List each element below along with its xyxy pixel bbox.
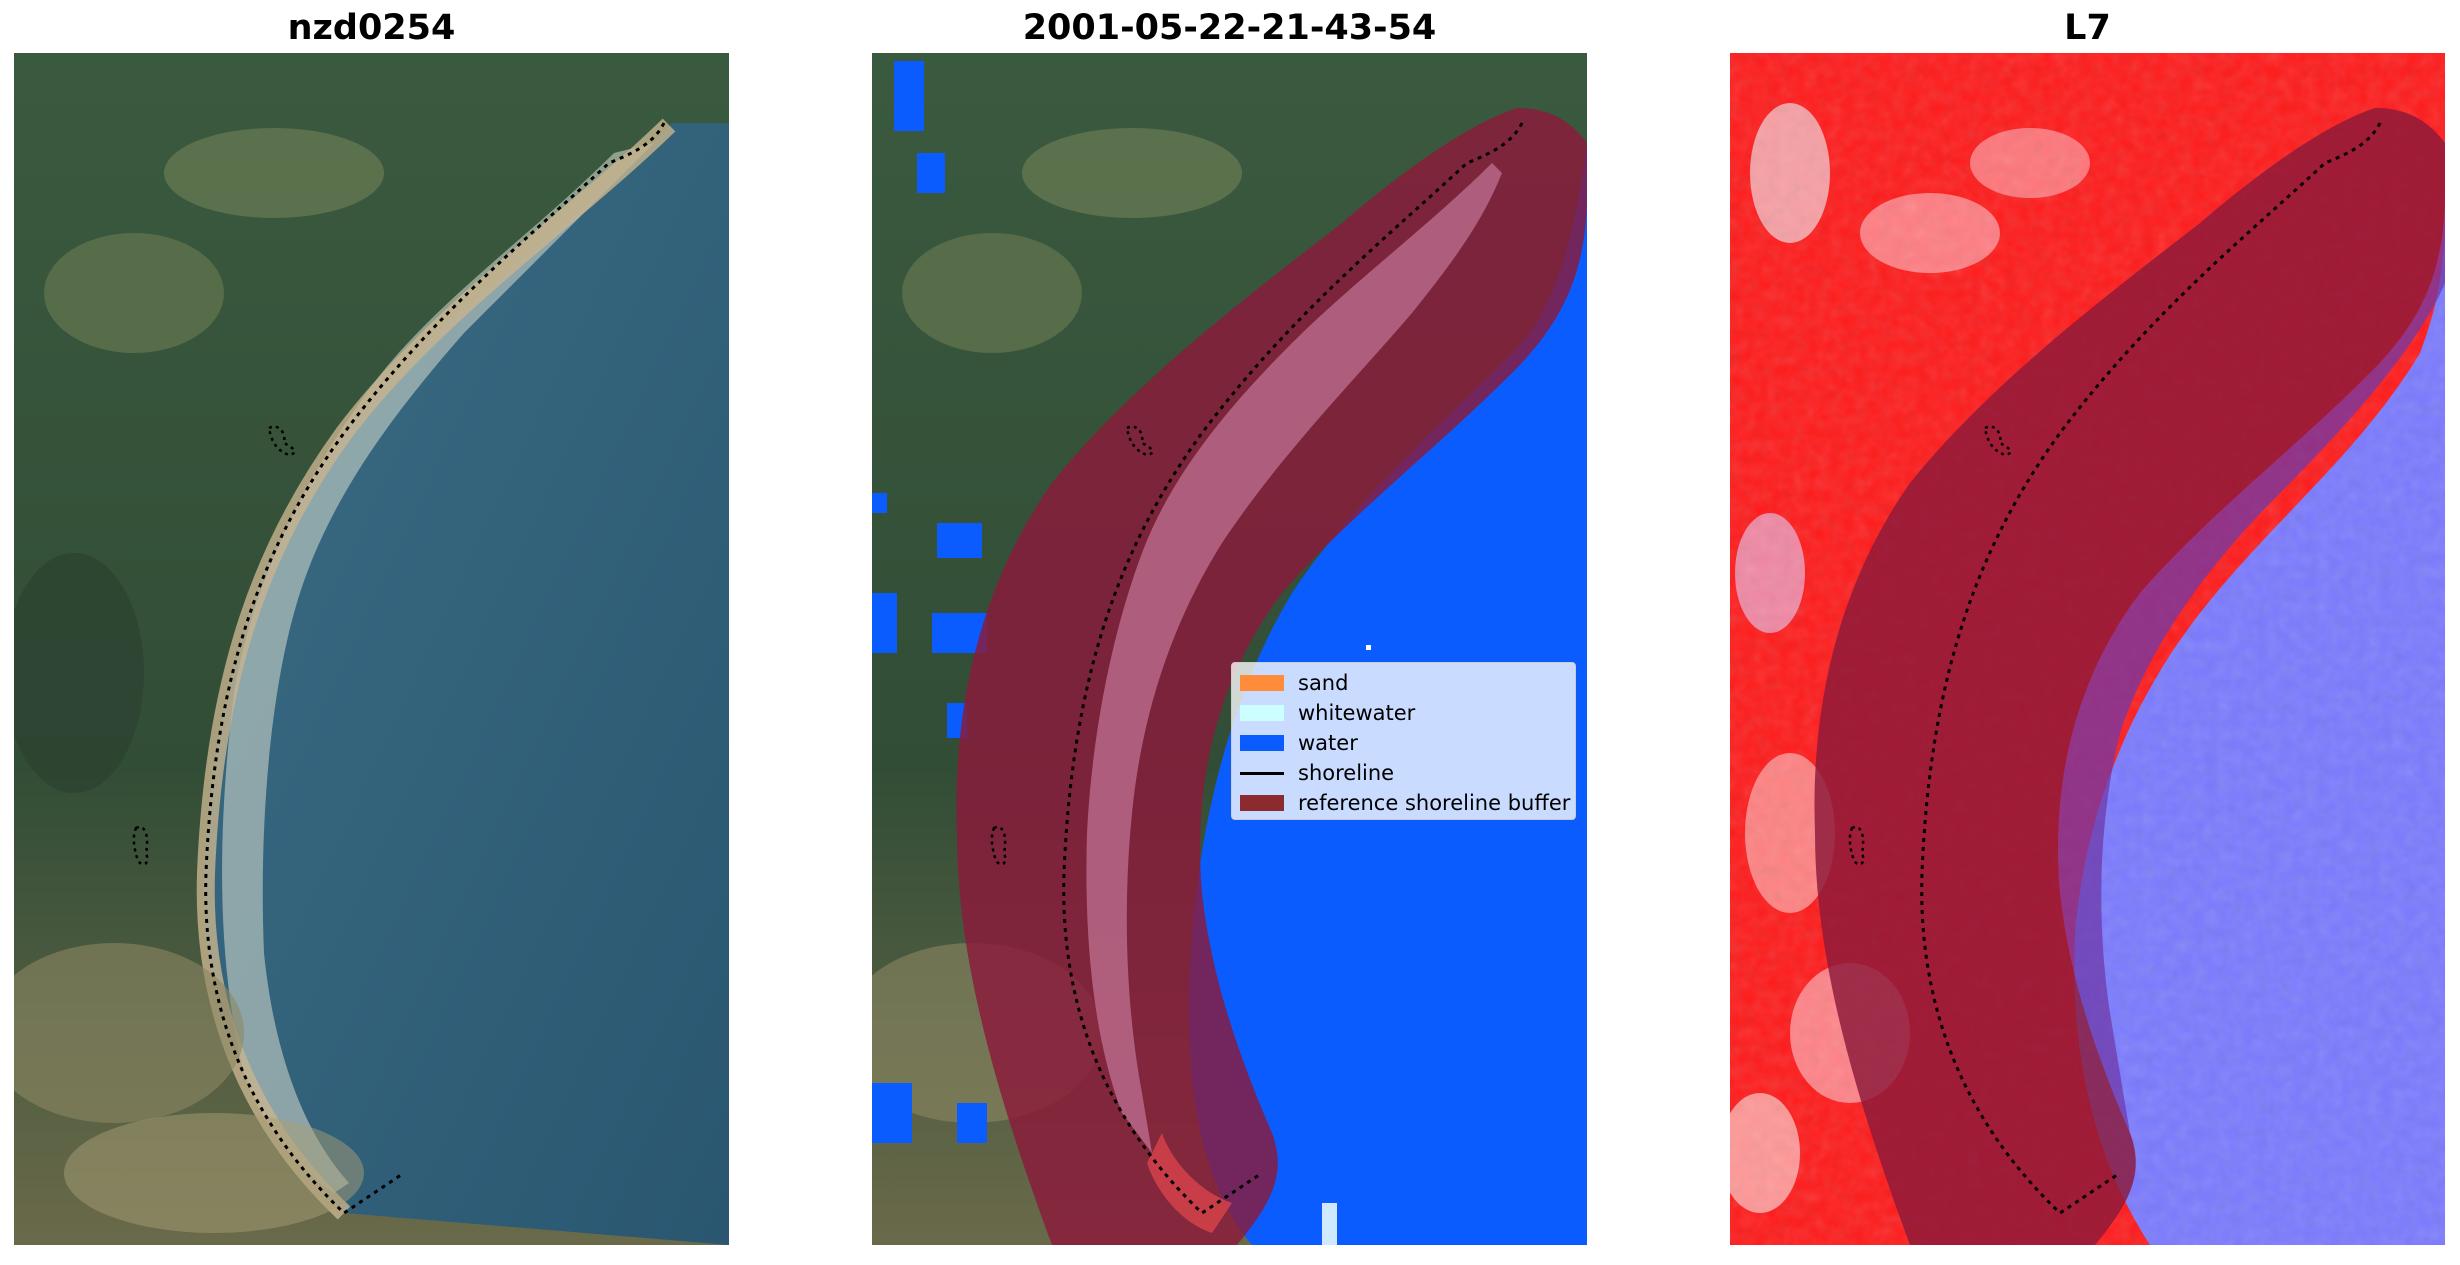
- rgb-image: [14, 53, 729, 1245]
- legend-item-whitewater: whitewater: [1240, 698, 1567, 728]
- reference-shoreline-buffer: [1814, 108, 2445, 1245]
- legend-label: shoreline: [1298, 761, 1395, 785]
- legend-swatch: [1240, 705, 1284, 721]
- legend-label: water: [1298, 731, 1358, 755]
- legend-item-sand: sand: [1240, 668, 1567, 698]
- legend-swatch: [1240, 675, 1284, 691]
- legend-item-shoreline: shoreline: [1240, 758, 1567, 788]
- panel-title-index: L7: [2064, 8, 2111, 48]
- panel-title-rgb: nzd0254: [287, 8, 456, 48]
- legend-line: [1240, 771, 1284, 775]
- legend-label: sand: [1298, 671, 1349, 695]
- classified-image: [872, 53, 1587, 1245]
- legend-label: whitewater: [1298, 701, 1416, 725]
- legend-item-water: water: [1240, 728, 1567, 758]
- rgb-image-panel: [14, 53, 729, 1245]
- legend-item-buffer: reference shoreline buffer: [1240, 788, 1571, 818]
- legend-swatch: [1240, 795, 1284, 811]
- index-image: [1730, 53, 2445, 1245]
- panel-title-classified: 2001-05-22-21-43-54: [1022, 8, 1437, 48]
- legend-swatch: [1240, 735, 1284, 751]
- legend: sand whitewater water shoreline referenc…: [1231, 662, 1576, 820]
- legend-label: reference shoreline buffer: [1298, 791, 1571, 815]
- shoreline-line: [204, 122, 666, 1215]
- whitewater-band: [222, 143, 654, 1193]
- whitewater-class: [1086, 163, 1502, 1153]
- classified-image-panel: [872, 53, 1587, 1245]
- index-image-panel: [1730, 53, 2445, 1245]
